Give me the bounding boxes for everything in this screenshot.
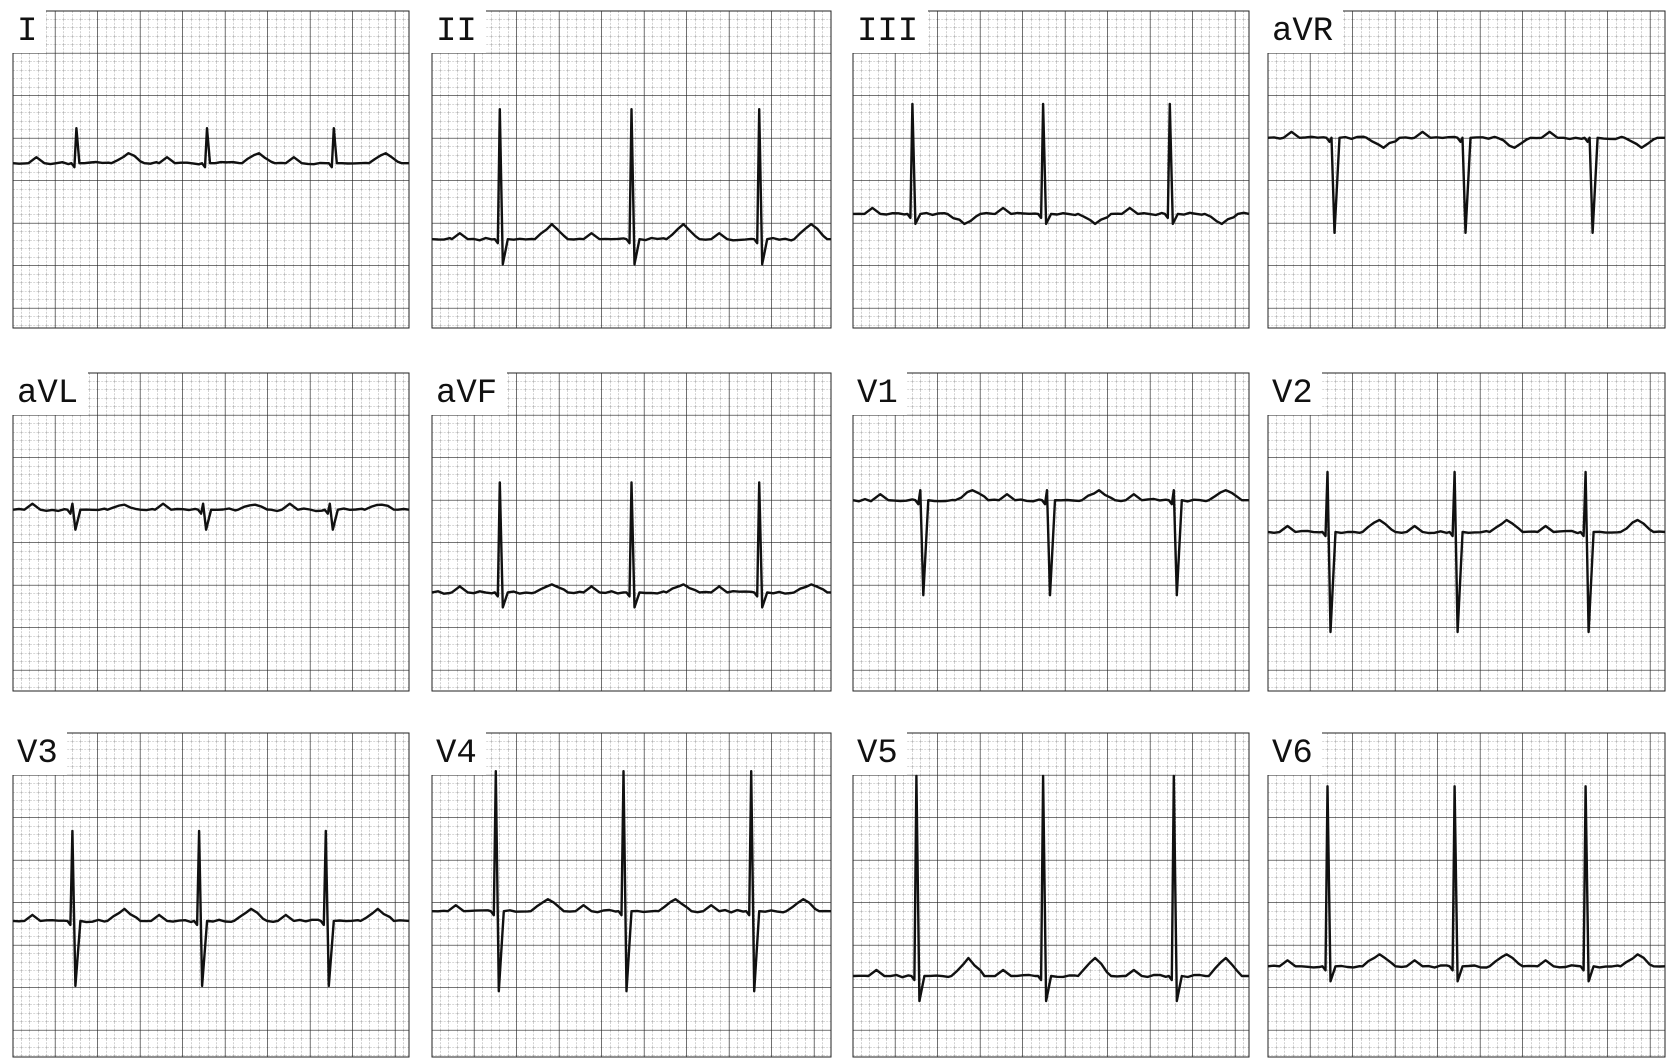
ecg-trace	[852, 489, 1249, 597]
lead-label: aVL	[17, 375, 78, 413]
label-background	[849, 7, 928, 53]
lead-panel: III	[849, 7, 1250, 329]
label-background	[9, 729, 67, 775]
grid-paper	[1267, 10, 1666, 329]
lead-label: V1	[857, 375, 898, 413]
grid-paper	[1267, 732, 1666, 1058]
lead-label: V5	[857, 735, 898, 773]
lead-panel: II	[428, 7, 832, 329]
lead-panel: V5	[849, 729, 1250, 1058]
grid-paper	[12, 732, 410, 1058]
ecg-trace	[431, 481, 831, 609]
ecg-trace	[12, 126, 409, 169]
lead-panel: I	[9, 7, 410, 329]
label-background	[1264, 729, 1322, 775]
label-background	[1264, 7, 1343, 53]
lead-label: III	[857, 13, 918, 51]
grid-paper	[431, 732, 832, 1058]
lead-label: V4	[436, 735, 477, 773]
lead-label: II	[436, 13, 477, 51]
ecg-trace	[12, 502, 410, 531]
lead-panel: aVF	[428, 369, 832, 692]
grid-paper	[12, 10, 410, 329]
lead-label: aVF	[436, 375, 497, 413]
ecg-trace	[852, 774, 1249, 1003]
lead-label: I	[17, 13, 37, 51]
label-background	[849, 729, 907, 775]
label-background	[428, 369, 507, 415]
label-background	[428, 729, 486, 775]
lead-label: aVR	[1272, 13, 1333, 51]
lead-panel: V2	[1264, 369, 1666, 692]
ecg-trace	[431, 770, 832, 993]
lead-panel: V1	[849, 369, 1250, 692]
grid-paper	[852, 732, 1250, 1058]
ecg-trace	[1267, 785, 1666, 983]
label-background	[849, 369, 907, 415]
lead-panel: V4	[428, 729, 832, 1058]
grid-paper	[12, 372, 410, 692]
label-background	[428, 7, 486, 53]
lead-panel: aVR	[1264, 7, 1666, 329]
ecg-trace	[431, 108, 831, 266]
label-background	[9, 369, 88, 415]
ecg-trace	[1267, 470, 1666, 634]
grid-paper	[852, 10, 1250, 329]
lead-label: V3	[17, 735, 58, 773]
ecg-trace	[12, 829, 410, 988]
grid-paper	[852, 372, 1250, 692]
lead-panel: V6	[1264, 729, 1666, 1058]
ecg-trace	[852, 102, 1250, 226]
lead-panel: V3	[9, 729, 410, 1058]
lead-panel: aVL	[9, 369, 410, 692]
ecg-trace	[1267, 130, 1665, 234]
label-background	[9, 7, 46, 53]
label-background	[1264, 369, 1322, 415]
lead-label: V6	[1272, 735, 1313, 773]
lead-label: V2	[1272, 375, 1313, 413]
